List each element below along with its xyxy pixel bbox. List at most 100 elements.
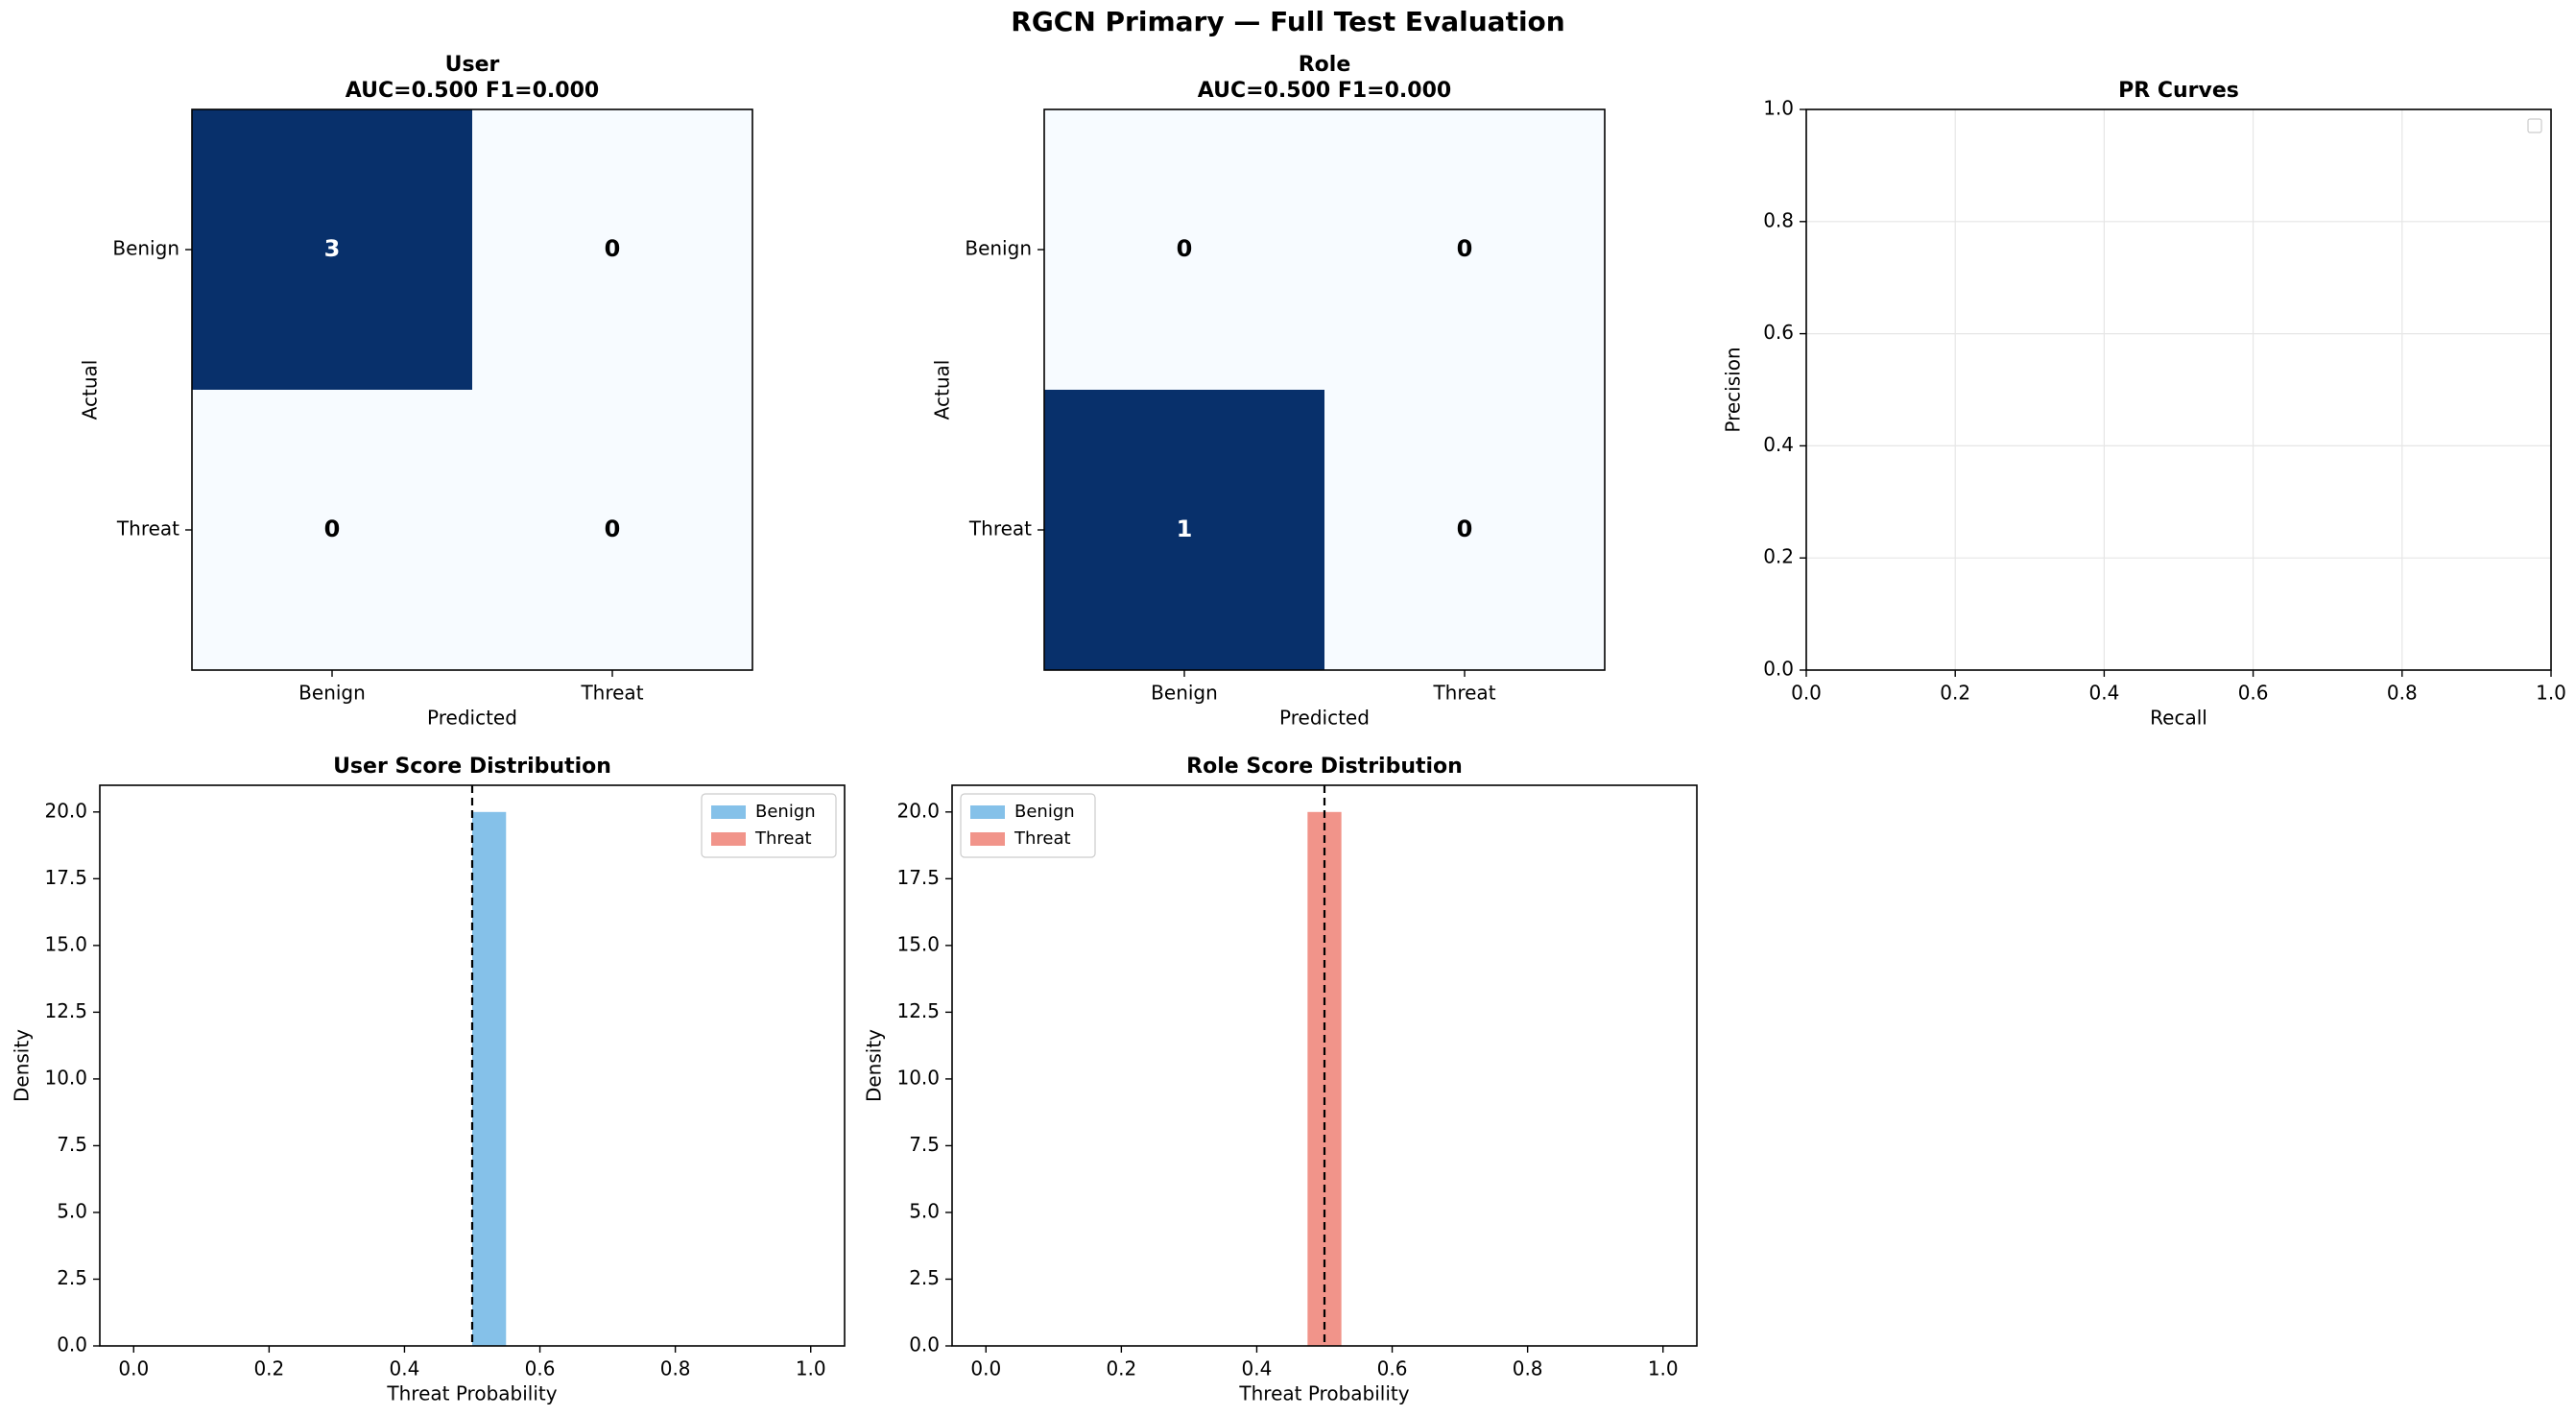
y-tick-label: 15.0	[44, 932, 87, 955]
y-tick-label: 20.0	[896, 799, 940, 822]
hist-title: Role Score Distribution	[1186, 755, 1463, 779]
cm-cell-value: 0	[1457, 516, 1473, 542]
legend-label: Threat	[1014, 828, 1071, 849]
x-tick-label: 1.0	[796, 1357, 826, 1380]
x-axis-label: Predicted	[427, 707, 517, 730]
cm-cell-value: 0	[605, 235, 621, 262]
hist-bar	[472, 811, 507, 1346]
y-tick-label: Benign	[112, 237, 179, 260]
y-tick-label: 17.5	[44, 866, 87, 889]
y-tick-label: 2.5	[57, 1266, 87, 1289]
x-axis-label: Threat Probability	[1238, 1382, 1409, 1405]
cm-cell	[1324, 109, 1605, 390]
x-tick-label: 1.0	[2536, 682, 2566, 705]
figure-title: RGCN Primary — Full Test Evaluation	[1011, 6, 1565, 37]
x-tick-label: 0.8	[660, 1357, 691, 1380]
legend-box	[2527, 118, 2542, 133]
cm-cell	[1044, 109, 1324, 390]
y-axis-label: Density	[11, 1029, 34, 1102]
cm-title: User	[445, 53, 500, 77]
y-axis-label: Density	[863, 1029, 886, 1102]
y-tick-label: Benign	[965, 237, 1032, 260]
cm-cell	[1044, 390, 1324, 670]
legend-swatch	[970, 805, 1005, 819]
y-tick-label: 15.0	[896, 932, 940, 955]
y-tick-label: Threat	[968, 517, 1032, 540]
cm-cell	[192, 109, 472, 390]
cm-cell-value: 0	[1177, 235, 1193, 262]
x-tick-label: 0.2	[1106, 1357, 1136, 1380]
x-axis-label: Recall	[2150, 707, 2207, 730]
hist-frame	[951, 784, 1698, 1347]
y-tick-label: 20.0	[44, 799, 87, 822]
legend-label: Threat	[754, 828, 812, 849]
legend-swatch	[711, 832, 746, 846]
x-tick-label: 0.6	[1377, 1357, 1408, 1380]
cm-cell	[472, 390, 752, 670]
cm-cell	[192, 390, 472, 670]
cm-cell-value: 0	[324, 516, 341, 542]
cm-cell-value: 3	[324, 235, 341, 262]
x-axis-label: Predicted	[1279, 707, 1370, 730]
hist-frame	[99, 784, 846, 1347]
y-tick-label: 7.5	[57, 1133, 87, 1156]
y-tick-label: 0.6	[1763, 321, 1794, 344]
y-tick-label: 17.5	[896, 866, 940, 889]
y-tick-label: 0.0	[57, 1333, 87, 1356]
x-tick-label: 0.0	[118, 1357, 149, 1380]
y-tick-label: 1.0	[1763, 97, 1794, 120]
cm-cell-value: 0	[605, 516, 621, 542]
x-tick-label: 0.8	[1513, 1357, 1543, 1380]
y-tick-label: 0.0	[909, 1333, 940, 1356]
x-tick-label: 1.0	[1648, 1357, 1679, 1380]
y-tick-label: 12.5	[44, 999, 87, 1022]
y-tick-label: 0.8	[1763, 208, 1794, 231]
cm-cell	[1324, 390, 1605, 670]
hist-title: User Score Distribution	[333, 755, 611, 779]
x-tick-label: 0.4	[2088, 682, 2119, 705]
x-tick-label: Benign	[1151, 682, 1218, 705]
y-tick-label: 7.5	[909, 1133, 940, 1156]
cm-title: Role	[1299, 53, 1351, 77]
y-tick-label: 0.0	[1763, 658, 1794, 681]
x-tick-label: Benign	[298, 682, 366, 705]
x-tick-label: 0.2	[1940, 682, 1970, 705]
cm-subtitle: AUC=0.500 F1=0.000	[346, 79, 599, 103]
y-tick-label: 2.5	[909, 1266, 940, 1289]
legend-swatch	[711, 805, 746, 819]
x-tick-label: 0.8	[2387, 682, 2418, 705]
cm-frame	[1043, 108, 1606, 671]
y-axis-label: Precision	[1722, 347, 1745, 432]
y-tick-label: 0.4	[1763, 433, 1794, 456]
y-axis-label: Actual	[79, 360, 102, 420]
cm-cell	[472, 109, 752, 390]
x-tick-label: Threat	[580, 682, 643, 705]
y-tick-label: 10.0	[44, 1066, 87, 1089]
pr-frame	[1805, 108, 2552, 671]
x-tick-label: 0.4	[1242, 1357, 1273, 1380]
x-tick-label: 0.6	[525, 1357, 556, 1380]
x-tick-label: 0.2	[253, 1357, 284, 1380]
y-tick-label: Threat	[116, 517, 179, 540]
legend-label: Benign	[1014, 802, 1075, 822]
pr-title: PR Curves	[2118, 79, 2239, 103]
legend-label: Benign	[755, 802, 816, 822]
x-axis-label: Threat Probability	[386, 1382, 557, 1405]
y-axis-label: Actual	[931, 360, 954, 420]
x-tick-label: 0.6	[2238, 682, 2269, 705]
y-tick-label: 5.0	[909, 1199, 940, 1222]
cm-cell-value: 1	[1177, 516, 1193, 542]
x-tick-label: 0.0	[1791, 682, 1822, 705]
x-tick-label: 0.4	[390, 1357, 420, 1380]
y-tick-label: 0.2	[1763, 545, 1794, 568]
y-tick-label: 12.5	[896, 999, 940, 1022]
x-tick-label: 0.0	[970, 1357, 1001, 1380]
y-tick-label: 5.0	[57, 1199, 87, 1222]
legend-swatch	[970, 832, 1005, 846]
x-tick-label: Threat	[1432, 682, 1495, 705]
y-tick-label: 10.0	[896, 1066, 940, 1089]
cm-frame	[191, 108, 753, 671]
cm-cell-value: 0	[1457, 235, 1473, 262]
cm-subtitle: AUC=0.500 F1=0.000	[1198, 79, 1451, 103]
